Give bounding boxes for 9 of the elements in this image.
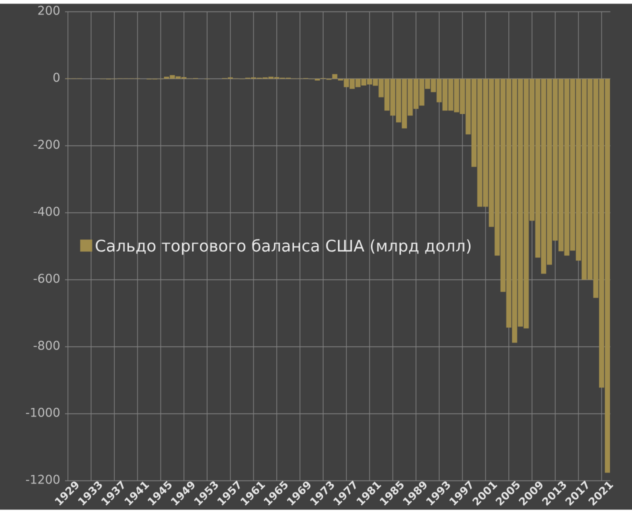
y-tick-label: 200 <box>38 6 60 15</box>
y-tick-label: -800 <box>34 340 60 350</box>
y-tick-label: 0 <box>53 72 60 82</box>
y-tick-label: -400 <box>34 206 60 216</box>
y-tick-label: -200 <box>34 140 60 149</box>
y-tick-label: -1000 <box>26 408 60 417</box>
y-tick-label: -1200 <box>26 474 60 484</box>
y-tick-label: -600 <box>34 274 60 283</box>
legend-label: Сальдо торгового баланса США (млрд долл) <box>96 238 471 255</box>
